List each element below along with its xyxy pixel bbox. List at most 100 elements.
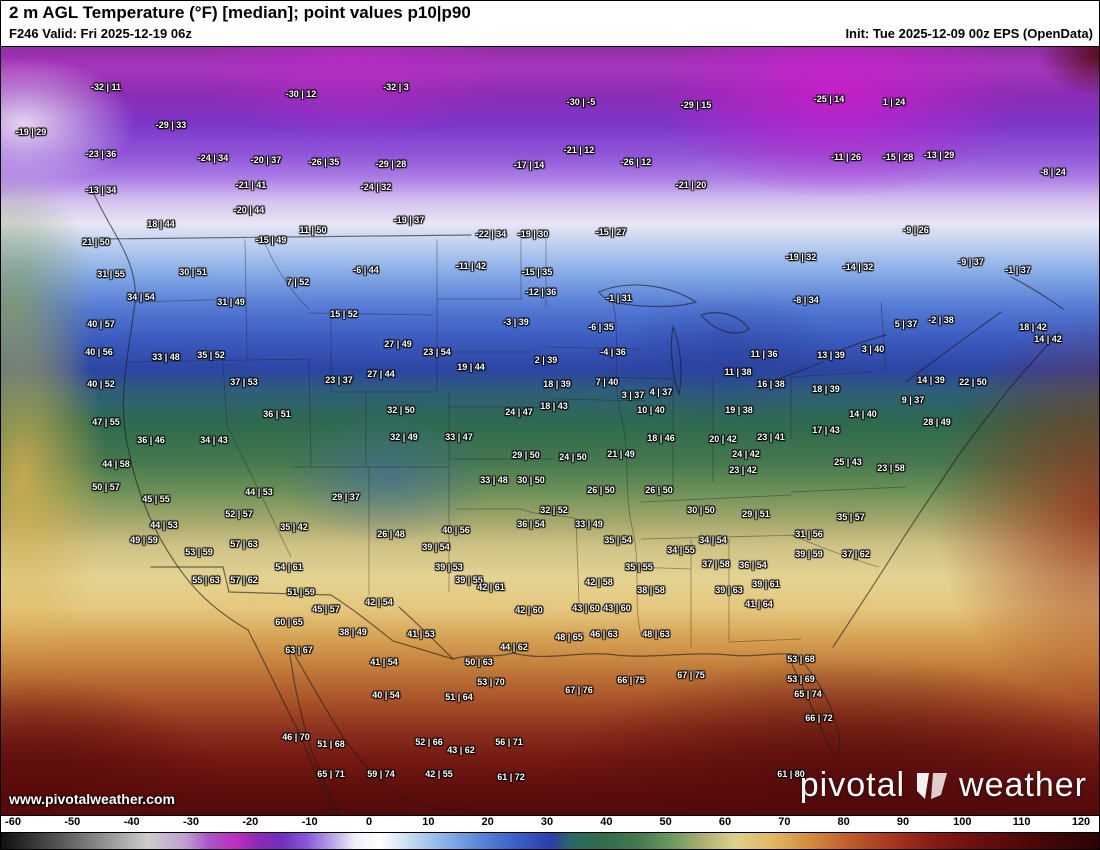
station-value: 14 | 42 — [1034, 334, 1062, 344]
coastline-west — [92, 191, 249, 631]
station-value: 36 | 54 — [739, 560, 767, 570]
station-value: 43 | 60 — [572, 603, 600, 613]
station-value: 52 | 66 — [415, 737, 443, 747]
page-title: 2 m AGL Temperature (°F) [median]; point… — [9, 3, 471, 22]
station-value: 59 | 74 — [367, 769, 395, 779]
station-value: 66 | 72 — [805, 713, 833, 723]
station-value: -29 | 28 — [375, 159, 407, 169]
station-value: 28 | 49 — [923, 417, 951, 427]
lake-superior — [598, 284, 698, 308]
station-value: 36 | 46 — [137, 435, 165, 445]
lake-erie — [762, 361, 824, 386]
station-value: 35 | 54 — [604, 535, 632, 545]
station-value: 51 | 64 — [445, 692, 473, 702]
station-value: -22 | 34 — [475, 229, 507, 239]
station-value: -20 | 37 — [250, 155, 282, 165]
state-borders-overlay — [92, 191, 1064, 815]
station-value: 35 | 42 — [280, 522, 308, 532]
colorbar-tick: 70 — [778, 816, 791, 828]
station-values-layer: -32 | 11 -30 | 12 -32 | 3 -30 | -5 -29 | 15 -… — [1, 47, 1099, 815]
station-value: -30 | 12 — [285, 89, 317, 99]
station-value: 48 | 65 — [555, 632, 583, 642]
pivotal-weather-logo: pivotal weather — [800, 766, 1087, 805]
station-value: 21 | 50 — [82, 237, 110, 247]
station-value: 42 | 60 — [515, 605, 543, 615]
station-value: -6 | 44 — [353, 265, 379, 275]
station-value: 11 | 38 — [724, 367, 752, 377]
station-value: 61 | 80 — [777, 769, 805, 779]
colorbar-tick: -10 — [301, 816, 318, 828]
station-value: 67 | 76 — [565, 685, 593, 695]
station-value: 18 | 44 — [147, 219, 175, 229]
station-value: 11 | 50 — [299, 225, 327, 235]
station-value: -4 | 36 — [600, 347, 626, 357]
station-value: 27 | 49 — [384, 339, 412, 349]
station-value: -19 | 30 — [517, 229, 549, 239]
station-value: 18 | 39 — [812, 384, 840, 394]
station-value: 63 | 67 — [285, 645, 313, 655]
colorbar-tick: 20 — [481, 816, 494, 828]
station-value: 40 | 54 — [372, 690, 400, 700]
station-value: 65 | 71 — [317, 769, 345, 779]
colorbar-gradient — [1, 832, 1099, 849]
station-value: -11 | 26 — [830, 152, 862, 162]
station-value: 15 | 52 — [330, 309, 358, 319]
colorbar-tick: 10 — [422, 816, 435, 828]
station-value: 65 | 74 — [794, 689, 822, 699]
station-value: -19 | 32 — [785, 252, 817, 262]
station-value: 18 | 43 — [540, 401, 568, 411]
station-value: 24 | 50 — [559, 452, 587, 462]
station-value: -8 | 24 — [1040, 167, 1066, 177]
coastline-east — [832, 331, 1060, 648]
init-time-label: Init: Tue 2025-12-09 00z EPS (OpenData) — [845, 26, 1093, 41]
station-value: 53 | 68 — [787, 654, 815, 664]
logo-word-pivotal: pivotal — [799, 766, 906, 804]
station-value: 41 | 64 — [745, 599, 773, 609]
station-value: 37 | 58 — [702, 559, 730, 569]
station-value: 46 | 63 — [590, 629, 618, 639]
station-value: 40 | 52 — [87, 379, 115, 389]
colorbar-tick: -60 — [5, 816, 21, 828]
station-value: 25 | 43 — [834, 457, 862, 467]
station-value: 39 | 63 — [715, 585, 743, 595]
station-value: -3 | 39 — [503, 317, 529, 327]
station-value: -20 | 44 — [233, 205, 265, 215]
station-value: -24 | 34 — [197, 153, 229, 163]
colorbar-tick: 110 — [1012, 816, 1031, 828]
station-value: 40 | 57 — [87, 319, 115, 329]
station-value: 32 | 50 — [387, 405, 415, 415]
station-value: 18 | 39 — [543, 379, 571, 389]
station-value: 26 | 50 — [587, 485, 615, 495]
logo-word-weather: weather — [959, 766, 1087, 804]
station-value: 66 | 75 — [617, 675, 645, 685]
colorbar-tick: 50 — [659, 816, 672, 828]
station-value: 34 | 54 — [127, 292, 155, 302]
station-value: 23 | 42 — [729, 465, 757, 475]
station-value: 33 | 48 — [480, 475, 508, 485]
station-value: 34 | 43 — [200, 435, 228, 445]
station-value: 32 | 52 — [540, 505, 568, 515]
station-value: 40 | 56 — [85, 347, 113, 357]
station-value: 40 | 56 — [442, 525, 470, 535]
station-value: 30 | 51 — [179, 267, 207, 277]
station-value: 57 | 62 — [230, 575, 258, 585]
station-value: 3 | 37 — [621, 390, 645, 400]
pivotal-logo-icon — [917, 772, 948, 799]
temperature-map: -32 | 11 -30 | 12 -32 | 3 -30 | -5 -29 | 15 -… — [1, 46, 1099, 816]
station-value: 39 | 53 — [435, 562, 463, 572]
station-value: -23 | 36 — [85, 149, 117, 159]
station-value: 51 | 59 — [287, 587, 315, 597]
station-value: 29 | 51 — [742, 509, 770, 519]
station-value: 11 | 36 — [750, 349, 778, 359]
station-value: -9 | 37 — [958, 257, 984, 267]
station-value: 2 | 39 — [534, 355, 558, 365]
station-value: 30 | 50 — [687, 505, 715, 515]
station-value: 34 | 54 — [699, 535, 727, 545]
station-value: -17 | 14 — [513, 160, 545, 170]
station-value: 23 | 37 — [325, 375, 353, 385]
station-value: 7 | 40 — [595, 377, 619, 387]
station-value: 27 | 44 — [367, 369, 395, 379]
station-value: -13 | 29 — [923, 150, 955, 160]
colorbar: -60 -50 -40 -30 -20 -10 0 10 20 30 40 50 60 70 80 90 100… — [1, 816, 1099, 849]
station-value: 22 | 50 — [959, 377, 987, 387]
